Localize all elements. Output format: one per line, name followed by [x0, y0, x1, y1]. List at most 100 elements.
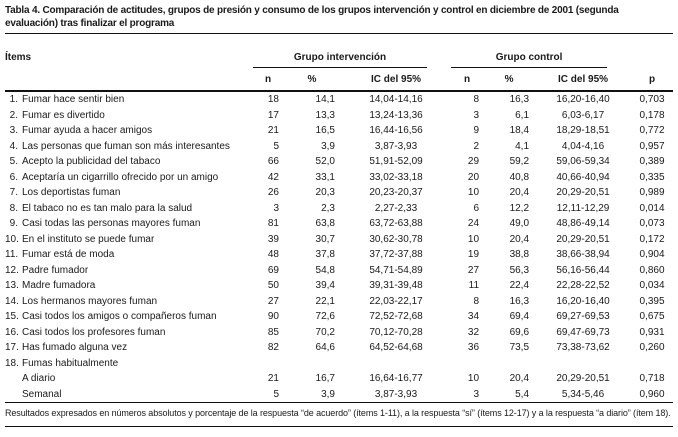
cell-n-control: 10: [467, 373, 480, 385]
cell-n-intervention: 26: [267, 187, 279, 199]
cell-ci-intervention: 64,52-64,68: [369, 342, 423, 354]
item-number: 11.: [5, 249, 19, 261]
item-label: 9. Casi todas las personas mayores fuman: [5, 216, 253, 232]
cell-n-intervention: 90: [267, 311, 279, 323]
item-number: 4.: [9, 140, 18, 152]
cell-ci-control: 4,04-4,16: [561, 140, 605, 152]
cell-n-control: 3: [473, 109, 480, 121]
item-text: Fumar ayuda a hacer amigos: [22, 125, 153, 137]
cell-ci-control: [535, 356, 631, 372]
cell-n-intervention: 48: [267, 249, 279, 261]
item-text: Los deportistas fuman: [22, 187, 121, 199]
cell-n-control: [451, 356, 483, 372]
cell-pct-control: 16,3: [509, 94, 530, 106]
cell-pct-intervention: 37,8: [315, 249, 335, 261]
table-title: Tabla 4. Comparación de actitudes, grupo…: [5, 0, 673, 34]
cell-pct-intervention: 52,0: [315, 156, 335, 168]
col-header-p: p: [631, 68, 674, 92]
cell-ci-control: 20,29-20,51: [556, 187, 610, 199]
cell-pct-control: 69,4: [509, 311, 530, 323]
cell-pct-intervention: 16,5: [315, 125, 335, 137]
items-column-header: Ítems: [5, 52, 32, 63]
table-row: A diario 21 16,7 16,64-16,77 10 20,4 20,29-20,…: [5, 371, 673, 387]
cell-n-intervention: 27: [267, 295, 279, 307]
cell-pct-intervention: 70,2: [315, 326, 335, 338]
table-row: 6. Aceptaría un cigarrillo ofrecido por u…: [5, 170, 673, 186]
table-row: 7. Los deportistas fuman 26 20,3 20,23-20,37…: [5, 185, 673, 201]
cell-ci-intervention: 51,91-52,09: [369, 156, 423, 168]
cell-ci-intervention: 70,12-70,28: [369, 326, 423, 338]
item-number: 3.: [9, 125, 18, 137]
item-number: 6.: [9, 171, 18, 183]
table-row: 3. Fumar ayuda a hacer amigos 21 16,5 16,44-…: [5, 123, 673, 139]
item-text: El tabaco no es tan malo para la salud: [22, 202, 193, 214]
cell-pct-control: [483, 356, 535, 372]
group-control-label: Grupo control: [451, 52, 608, 68]
cell-p-value: 0,957: [639, 140, 665, 152]
item-text: Fumar está de moda: [22, 249, 115, 261]
cell-p-value: 0,703: [639, 94, 665, 106]
table-footnote: Resultados expresados en números absolut…: [5, 403, 673, 427]
cell-p-value: 0,178: [639, 109, 665, 121]
cell-pct-control: 20,4: [509, 233, 530, 245]
cell-n-control: 9: [473, 125, 480, 137]
item-label: 10. En el instituto se puede fumar: [5, 232, 253, 248]
cell-pct-intervention: 3,9: [283, 386, 341, 403]
cell-n-intervention: 21: [267, 125, 279, 137]
cell-pct-control: 18,4: [509, 125, 530, 137]
group-control-header: Grupo control: [451, 34, 631, 68]
cell-n-intervention: 17: [267, 109, 279, 121]
item-number: 13.: [5, 280, 19, 292]
table-row: 14. Los hermanos mayores fuman 27 22,1 22,03…: [5, 294, 673, 310]
cell-n-intervention: 50: [267, 280, 279, 292]
cell-pct-control: 6,1: [515, 109, 530, 121]
item-label: 6. Aceptaría un cigarrillo ofrecido por u…: [5, 170, 253, 186]
cell-n-intervention: 81: [267, 218, 279, 230]
item-label: 16. Casi todos los profesores fuman: [5, 325, 253, 341]
cell-ci-control: 22,28-22,52: [556, 280, 610, 292]
cell-pct-intervention: 14,1: [315, 94, 335, 106]
table-row: 2. Fumar es divertido 17 13,3 13,24-13,36 3 6,…: [5, 108, 673, 124]
cell-n-control: 34: [467, 311, 480, 323]
cell-n-control: 8: [473, 295, 480, 307]
cell-ci-intervention: 20,23-20,37: [369, 187, 423, 199]
cell-p-value: 0,675: [639, 311, 665, 323]
item-text: Las personas que fuman son más interesan…: [22, 140, 230, 152]
cell-n-control: 2: [473, 140, 480, 152]
cell-n-intervention: 42: [267, 171, 279, 183]
table-row: 18. Fumas habitualmente: [5, 356, 673, 372]
cell-p-value: 0,960: [631, 386, 674, 403]
cell-pct-control: 49,0: [509, 218, 530, 230]
items-subheader-spacer: [5, 68, 253, 92]
cell-ci-intervention: 16,44-16,56: [369, 125, 423, 137]
group-intervention-header: Grupo intervención: [253, 34, 451, 68]
cell-n-intervention: 39: [267, 233, 279, 245]
cell-p-value: 0,718: [639, 373, 665, 385]
cell-ci-control: 6,03-6,17: [561, 109, 605, 121]
cell-pct-intervention: 16,7: [315, 373, 335, 385]
cell-ci-intervention: 3,87-3,93: [374, 140, 418, 152]
cell-n-control: 29: [467, 156, 480, 168]
cell-ci-intervention: 16,64-16,77: [369, 373, 423, 385]
cell-ci-control: 16,20-16,40: [556, 295, 610, 307]
item-text: Casi todos los profesores fuman: [22, 326, 166, 338]
cell-pct-control: 59,2: [509, 156, 530, 168]
item-number: 5.: [9, 156, 18, 168]
item-label: A diario: [5, 371, 253, 387]
cell-pct-intervention: 30,7: [315, 233, 335, 245]
cell-p-value: 0,172: [639, 233, 665, 245]
item-number: 18.: [5, 357, 19, 369]
table-row: 12. Padre fumador 69 54,8 54,71-54,89 27 56,3 5…: [5, 263, 673, 279]
item-text: Fumar hace sentir bien: [22, 94, 125, 106]
comparison-table: Ítems Grupo intervención Grupo control n…: [5, 34, 674, 403]
item-number: 1.: [9, 94, 18, 106]
item-label: 8. El tabaco no es tan malo para la salud: [5, 201, 253, 217]
cell-p-value: 0,389: [639, 156, 665, 168]
cell-ci-intervention: 22,03-22,17: [369, 295, 423, 307]
cell-n-control: 8: [473, 94, 480, 106]
item-label: 1. Fumar hace sentir bien: [5, 91, 253, 108]
item-number: 7.: [9, 187, 18, 199]
item-label: 2. Fumar es divertido: [5, 108, 253, 124]
cell-pct-control: 22,4: [509, 280, 530, 292]
table-row: 1. Fumar hace sentir bien 18 14,1 14,04-14,1…: [5, 91, 673, 108]
